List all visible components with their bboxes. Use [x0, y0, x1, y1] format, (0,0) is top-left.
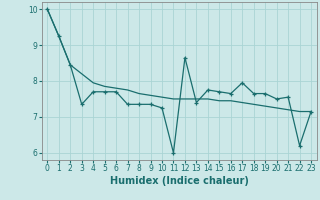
X-axis label: Humidex (Indice chaleur): Humidex (Indice chaleur) [110, 176, 249, 186]
